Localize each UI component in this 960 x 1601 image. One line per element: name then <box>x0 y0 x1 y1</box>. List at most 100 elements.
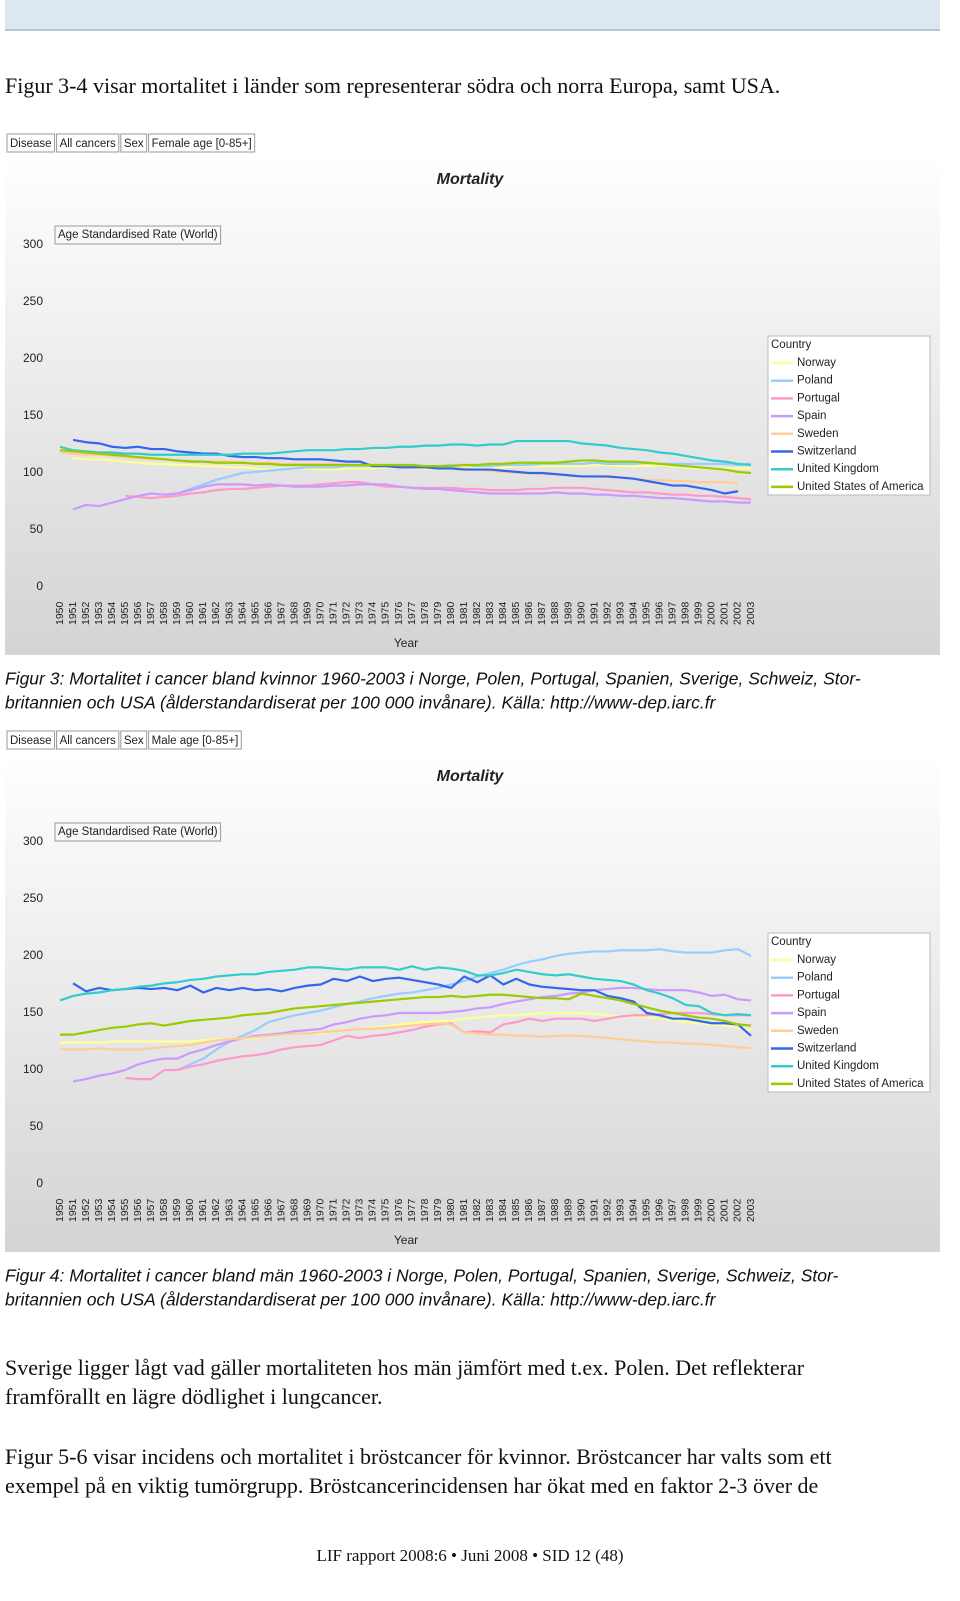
filter-cell: Sex <box>120 730 148 750</box>
filter-cell: Disease <box>6 730 56 750</box>
filter-label: All cancers <box>60 138 116 150</box>
x-tick-label: 1989 <box>562 1198 574 1222</box>
top-band <box>5 0 940 30</box>
x-tick-label: 2002 <box>732 601 744 625</box>
x-tick-label: 2001 <box>719 1198 731 1222</box>
x-tick-label: 1982 <box>471 1198 483 1222</box>
filter-box <box>6 730 56 750</box>
x-tick-label: 1997 <box>667 1198 679 1222</box>
filter-cell: Sex <box>120 133 148 153</box>
filter-box <box>148 133 256 153</box>
x-tick-label: 1991 <box>588 601 600 625</box>
legend-label: Poland <box>797 972 833 984</box>
x-tick-label: 1994 <box>627 601 639 625</box>
x-tick-label: 2003 <box>745 601 757 625</box>
legend-label: Switzerland <box>797 1043 856 1055</box>
x-tick-label: 1984 <box>497 601 509 625</box>
x-tick-label: 1976 <box>393 601 405 625</box>
x-tick-label: 1998 <box>680 1198 692 1222</box>
y-axis-label-box <box>54 225 222 245</box>
x-tick-label: 1970 <box>315 1198 327 1222</box>
x-tick-label: 1971 <box>328 601 340 625</box>
x-tick-label: 1994 <box>627 1198 639 1222</box>
legend-label: Poland <box>797 375 833 387</box>
x-tick-label: 1972 <box>341 1198 353 1222</box>
x-tick-label: 1980 <box>445 1198 457 1222</box>
y-tick-label: 50 <box>30 522 44 536</box>
legend-label: Norway <box>797 954 836 966</box>
x-tick-label: 1996 <box>654 1198 666 1222</box>
y-axis-label: Age Standardised Rate (World) <box>58 229 218 241</box>
filter-label: All cancers <box>60 735 116 747</box>
x-tick-label: 1964 <box>236 1198 248 1222</box>
x-tick-label: 1952 <box>80 1198 92 1222</box>
x-tick-label: 1963 <box>223 601 235 625</box>
paragraph: exempel på en viktig tumörgrupp. Bröstca… <box>5 1473 818 1498</box>
x-tick-label: 1986 <box>523 601 535 625</box>
filter-cell: All cancers <box>56 730 120 750</box>
x-tick-label: 1957 <box>145 601 157 625</box>
x-tick-label: 1978 <box>419 601 431 625</box>
data-line <box>72 483 751 511</box>
x-tick-label: 1980 <box>445 601 457 625</box>
x-tick-label: 1985 <box>510 1198 522 1222</box>
data-line <box>125 1011 751 1081</box>
x-tick-label: 1990 <box>575 601 587 625</box>
x-tick-label: 1953 <box>93 601 105 625</box>
x-tick-label: 1991 <box>588 1198 600 1222</box>
legend-label: United Kingdom <box>797 1060 879 1072</box>
legend-box <box>767 932 931 1093</box>
x-tick-label: 1997 <box>667 601 679 625</box>
x-tick-label: 1983 <box>484 601 496 625</box>
filter-box <box>56 730 120 750</box>
x-tick-label: 1992 <box>601 1198 613 1222</box>
filter-box <box>56 133 120 153</box>
x-tick-label: 1993 <box>614 601 626 625</box>
legend-label: Sweden <box>797 428 839 440</box>
y-tick-label: 300 <box>23 834 43 848</box>
filter-box <box>6 133 56 153</box>
x-tick-label: 1974 <box>367 1198 379 1222</box>
x-tick-label: 1953 <box>93 1198 105 1222</box>
data-line <box>60 992 752 1036</box>
filter-label: Disease <box>10 735 52 747</box>
chart-title: Mortality <box>437 171 505 188</box>
x-tick-label: 1995 <box>640 1198 652 1222</box>
x-tick-label: 1988 <box>549 1198 561 1222</box>
x-tick-label: 1951 <box>67 601 79 625</box>
paragraph: Figur 3-4 visar mortalitet i länder som … <box>5 73 780 98</box>
y-tick-label: 150 <box>23 1005 43 1019</box>
filter-label: Disease <box>10 138 52 150</box>
x-tick-label: 1955 <box>119 1198 131 1222</box>
x-tick-label: 1961 <box>197 601 209 625</box>
x-tick-label: 2000 <box>706 1198 718 1222</box>
x-tick-label: 1969 <box>301 601 313 625</box>
x-tick-label: 1990 <box>575 1198 587 1222</box>
x-tick-label: 1954 <box>106 601 118 625</box>
figure-caption: britannien och USA (ålderstandardiserat … <box>5 1290 717 1310</box>
figure-caption: britannien och USA (ålderstandardiserat … <box>5 693 717 713</box>
y-tick-label: 100 <box>23 465 43 479</box>
data-line <box>59 439 752 467</box>
data-line <box>59 449 752 475</box>
x-tick-label: 1967 <box>275 1198 287 1222</box>
paragraph: Sverige ligger lågt vad gäller mortalite… <box>5 1355 805 1380</box>
filter-box <box>120 730 148 750</box>
x-tick-label: 1951 <box>67 1198 79 1222</box>
data-line <box>72 986 752 1083</box>
data-line <box>125 481 752 501</box>
x-tick-label: 1979 <box>432 1198 444 1222</box>
x-tick-label: 1976 <box>393 1198 405 1222</box>
x-tick-label: 1968 <box>288 601 300 625</box>
legend-label: Norway <box>797 357 836 369</box>
x-tick-label: 1962 <box>210 601 222 625</box>
x-tick-label: 1996 <box>654 601 666 625</box>
x-tick-label: 1958 <box>158 1198 170 1222</box>
filter-box <box>120 133 148 153</box>
x-tick-label: 1999 <box>693 601 705 625</box>
x-tick-label: 1956 <box>132 601 144 625</box>
x-tick-label: 1965 <box>249 1198 261 1222</box>
filter-label: Male age [0-85+] <box>152 735 239 747</box>
x-tick-label: 1982 <box>471 601 483 625</box>
figure-caption: Figur 4: Mortalitet i cancer bland män 1… <box>5 1266 838 1286</box>
